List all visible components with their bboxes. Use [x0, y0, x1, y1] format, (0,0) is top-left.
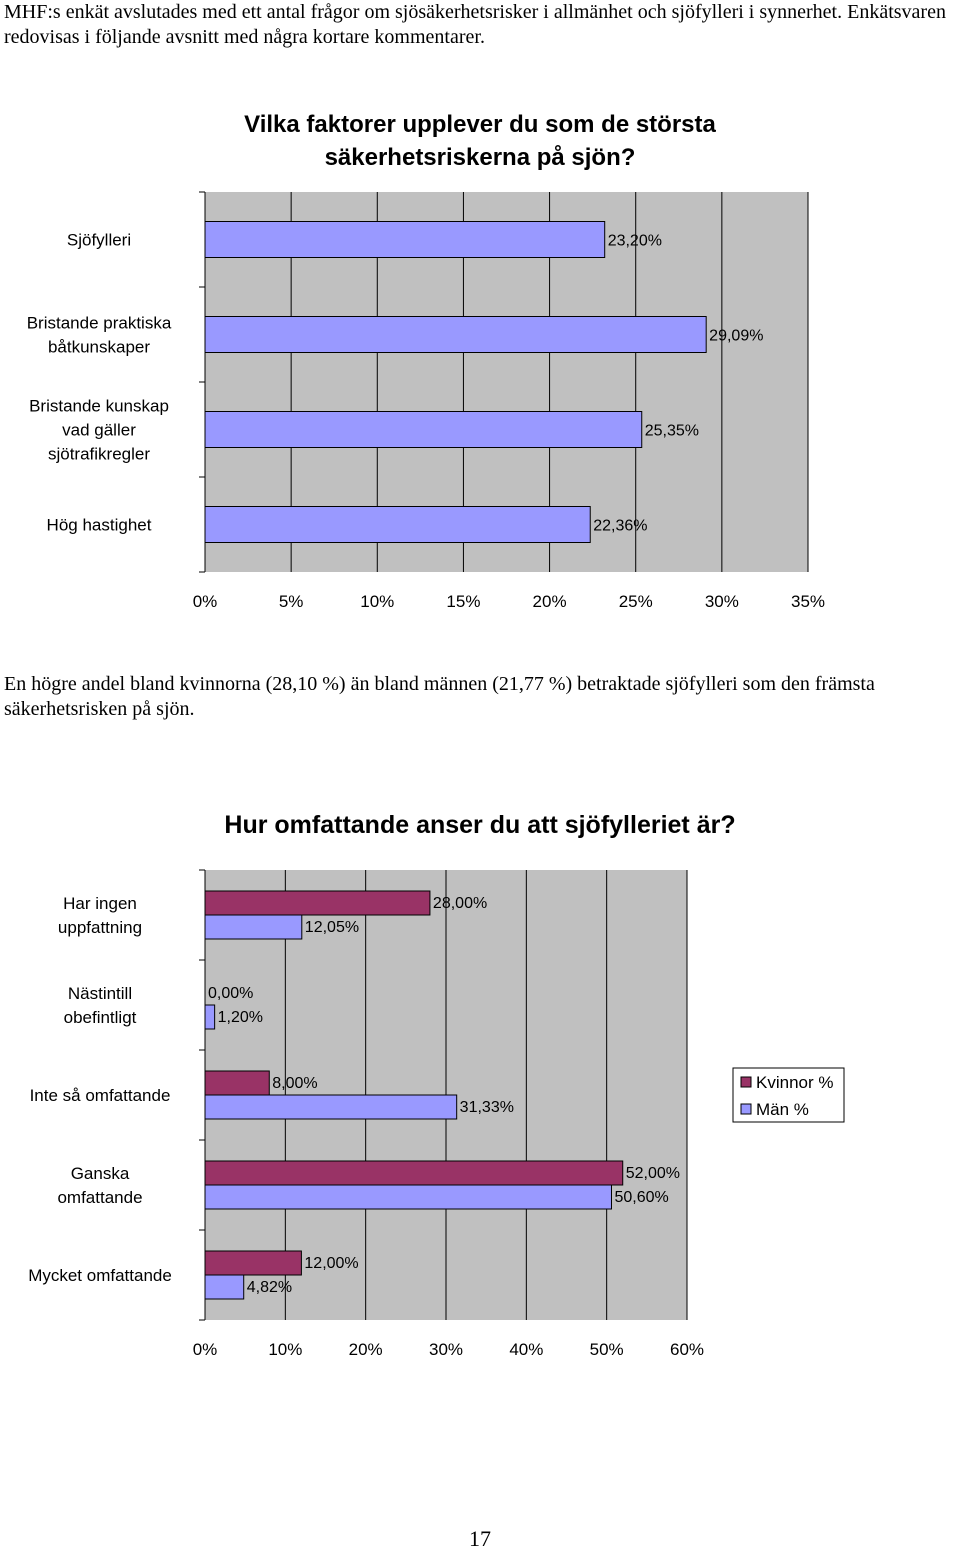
data-label-women: 28,00% — [433, 895, 487, 912]
data-label-men: 1,20% — [218, 1009, 263, 1026]
category-label: sjötrafikregler — [48, 445, 150, 464]
category-label: uppfattning — [58, 918, 142, 937]
data-label: 23,20% — [608, 233, 662, 250]
chart2-title-line: Hur omfattande anser du att sjöfylleriet… — [224, 811, 736, 839]
chart1-safety-risks: 23,20% Sjöfylleri 29,09% Bristande praktisk… — [27, 191, 825, 611]
legend-swatch — [740, 1076, 752, 1088]
bar-women — [204, 890, 431, 916]
data-label-women: 8,00% — [272, 1075, 317, 1092]
category-label: Bristande praktiska — [27, 314, 172, 333]
x-tick-label: 30% — [705, 592, 739, 611]
data-label-men: 31,33% — [460, 1099, 514, 1116]
bar-men — [204, 1184, 612, 1210]
page-number: 17 — [469, 1526, 491, 1551]
bar-women — [204, 1070, 270, 1096]
x-tick-label: 25% — [619, 592, 653, 611]
data-label-women: 12,00% — [304, 1255, 358, 1272]
x-tick-label: 10% — [360, 592, 394, 611]
chart1-title-line: säkerhetsriskerna på sjön? — [324, 144, 636, 171]
legend-label: Kvinnor % — [756, 1073, 833, 1092]
category-label: Inte så omfattande — [30, 1086, 171, 1105]
category-label: Bristande kunskap — [29, 397, 169, 416]
bar-women — [204, 1160, 624, 1186]
bar-men — [204, 1274, 245, 1300]
bar — [204, 316, 707, 353]
data-label: 22,36% — [593, 518, 647, 535]
category-label: Nästintill — [68, 984, 132, 1003]
bar — [204, 506, 591, 543]
x-tick-label: 0% — [193, 592, 218, 611]
chart1-title-line: Vilka faktorer upplever du som de störst… — [244, 111, 716, 138]
bar — [204, 411, 643, 448]
data-label-women: 0,00% — [208, 985, 253, 1002]
category-label: obefintligt — [64, 1008, 137, 1027]
x-tick-label: 5% — [279, 592, 304, 611]
bar-men — [204, 1094, 458, 1120]
intro-paragraph: MHF:s enkät avslutades med ett antal frå… — [4, 1, 946, 48]
bar-women — [204, 1250, 302, 1276]
comment-paragraph: En högre andel bland kvinnorna (28,10 %)… — [4, 673, 875, 720]
category-label: Har ingen — [63, 894, 137, 913]
data-label-men: 4,82% — [247, 1279, 292, 1296]
x-tick-label: 20% — [349, 1340, 383, 1359]
category-label: vad gäller — [62, 421, 136, 440]
x-tick-label: 30% — [429, 1340, 463, 1359]
legend-swatch — [740, 1103, 752, 1115]
data-label: 29,09% — [709, 328, 763, 345]
category-label: Sjöfylleri — [67, 231, 131, 250]
x-tick-label: 40% — [509, 1340, 543, 1359]
legend-label: Män % — [756, 1100, 809, 1119]
bar-men — [204, 914, 303, 940]
x-tick-label: 20% — [533, 592, 567, 611]
chart2-title: Hur omfattande anser du att sjöfylleriet… — [0, 808, 960, 842]
category-label: Ganska — [71, 1164, 130, 1183]
chart1-title: Vilka faktorer upplever du som de störst… — [0, 108, 960, 174]
x-tick-label: 35% — [791, 592, 825, 611]
bar — [204, 221, 606, 258]
category-label: Mycket omfattande — [28, 1266, 172, 1285]
x-tick-label: 0% — [193, 1340, 218, 1359]
category-label: omfattande — [57, 1188, 142, 1207]
x-tick-label: 15% — [446, 592, 480, 611]
category-label: båtkunskaper — [48, 338, 150, 357]
x-tick-label: 50% — [590, 1340, 624, 1359]
data-label-men: 50,60% — [614, 1189, 668, 1206]
x-tick-label: 60% — [670, 1340, 704, 1359]
x-tick-label: 10% — [268, 1340, 302, 1359]
data-label: 25,35% — [645, 423, 699, 440]
data-label-women: 52,00% — [626, 1165, 680, 1182]
bar-men — [204, 1004, 216, 1030]
category-label: Hög hastighet — [47, 516, 152, 535]
data-label-men: 12,05% — [305, 919, 359, 936]
